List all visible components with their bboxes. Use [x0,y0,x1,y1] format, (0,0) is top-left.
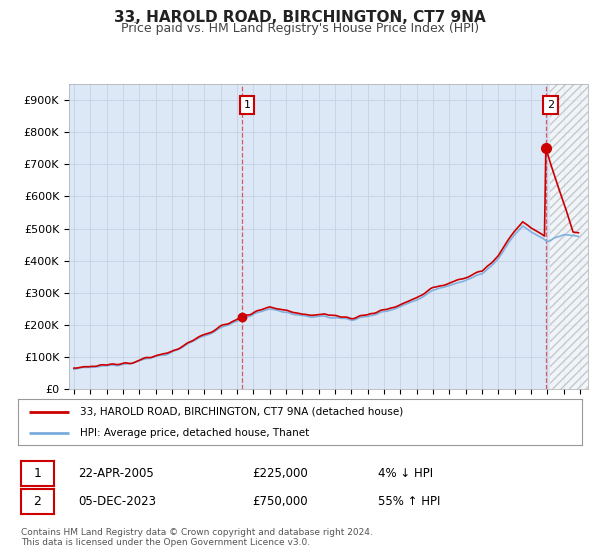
Text: £750,000: £750,000 [252,494,308,508]
Text: 05-DEC-2023: 05-DEC-2023 [78,494,156,508]
Text: 1: 1 [244,100,250,110]
Text: 22-APR-2005: 22-APR-2005 [78,466,154,480]
Text: Price paid vs. HM Land Registry's House Price Index (HPI): Price paid vs. HM Land Registry's House … [121,22,479,35]
Text: 2: 2 [34,494,41,508]
Text: 55% ↑ HPI: 55% ↑ HPI [378,494,440,508]
Text: HPI: Average price, detached house, Thanet: HPI: Average price, detached house, Than… [80,428,309,438]
Text: 4% ↓ HPI: 4% ↓ HPI [378,466,433,480]
Text: Contains HM Land Registry data © Crown copyright and database right 2024.
This d: Contains HM Land Registry data © Crown c… [21,528,373,547]
Bar [550,84,588,389]
Text: 1: 1 [34,466,41,480]
Text: 33, HAROLD ROAD, BIRCHINGTON, CT7 9NA: 33, HAROLD ROAD, BIRCHINGTON, CT7 9NA [114,10,486,25]
Text: £225,000: £225,000 [252,466,308,480]
Text: 2: 2 [547,100,554,110]
Text: 33, HAROLD ROAD, BIRCHINGTON, CT7 9NA (detached house): 33, HAROLD ROAD, BIRCHINGTON, CT7 9NA (d… [80,407,403,417]
